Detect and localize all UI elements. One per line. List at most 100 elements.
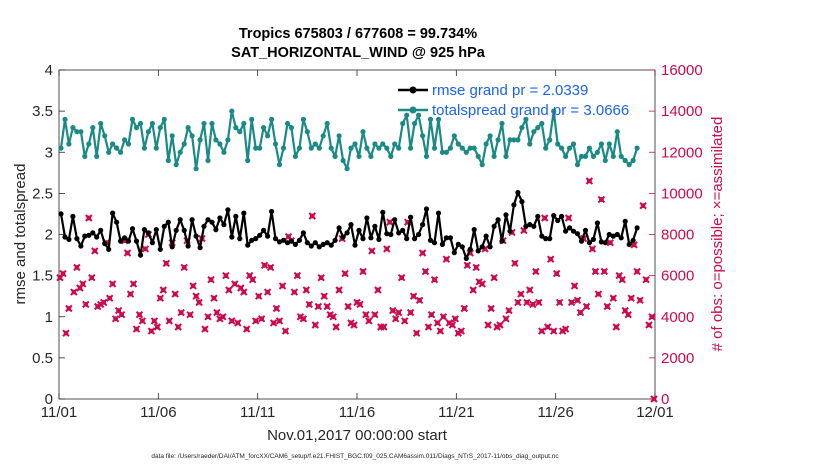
totalspread-point: [368, 153, 374, 159]
obs-assimilated-point: [538, 327, 546, 335]
totalspread-point: [114, 145, 120, 151]
rmse-point: [559, 213, 565, 219]
rmse-point: [527, 222, 533, 228]
totalspread-point: [447, 145, 453, 151]
rmse-point: [590, 236, 597, 242]
totalspread-point: [78, 129, 84, 135]
totalspread-point: [257, 145, 263, 151]
rmse-point: [149, 240, 155, 246]
rmse-point: [606, 231, 612, 238]
rmse-point: [412, 236, 418, 242]
totalspread-point: [217, 141, 223, 147]
totalspread-point: [463, 149, 469, 155]
totalspread-point: [169, 133, 175, 139]
totalspread-point: [384, 145, 390, 151]
rmse-point: [272, 236, 279, 242]
obs-assimilated-point: [123, 249, 132, 257]
obs-x-core: [366, 318, 372, 324]
rmse-point: [348, 222, 354, 228]
obs-assimilated-point: [514, 298, 522, 307]
rmse-point: [257, 232, 263, 238]
obs-x-core: [295, 273, 300, 278]
rmse-point: [86, 232, 92, 238]
rmse-point: [74, 236, 80, 242]
totalspread-point: [352, 141, 358, 147]
obs-x-core: [324, 304, 330, 309]
rmse-point: [427, 237, 434, 243]
totalspread-point: [527, 141, 533, 147]
obs-x-core: [172, 291, 178, 297]
rmse-point: [165, 219, 171, 225]
obs-assimilated-point: [278, 282, 287, 290]
rmse-point: [229, 234, 235, 240]
rmse-point: [547, 236, 553, 242]
obs-x-core: [417, 297, 422, 303]
rmse-series: [58, 190, 640, 261]
obs-assimilated-point: [147, 327, 156, 335]
obs-assimilated-point: [293, 271, 302, 280]
obs-assimilated-point: [269, 319, 278, 327]
totalspread-point: [304, 129, 310, 135]
totalspread-point: [288, 125, 294, 131]
obs-x-core: [306, 302, 312, 307]
rmse-point: [423, 206, 430, 212]
totalspread-point: [507, 137, 513, 143]
rmse-point: [582, 227, 589, 233]
totalspread-point: [292, 153, 298, 159]
obs-x-core: [128, 291, 133, 297]
obs-assimilated-point: [612, 323, 621, 331]
obs-x-core: [312, 322, 318, 328]
obs-assimilated-point: [633, 267, 641, 276]
obs-assimilated-point: [99, 298, 108, 307]
rmse-point: [360, 236, 366, 242]
obs-assimilated-point: [529, 300, 537, 309]
obs-assimilated-point: [490, 273, 498, 282]
obs-assimilated-point: [85, 214, 93, 222]
totalspread-point: [209, 120, 215, 127]
obs-assimilated-point: [350, 321, 358, 329]
rmse-point: [133, 238, 140, 244]
obs-x-core: [336, 287, 342, 293]
totalspread-point: [276, 162, 283, 168]
obs-assimilated-point: [356, 300, 364, 309]
obs-x-core: [569, 300, 574, 305]
rmse-point: [201, 223, 207, 229]
totalspread-point: [58, 145, 64, 151]
left-y-tick-label: 2: [45, 227, 53, 244]
obs-assimilated-point: [254, 292, 263, 300]
totalspread-point: [511, 137, 517, 143]
obs-x-core: [375, 287, 381, 293]
obs-x-core: [208, 277, 214, 283]
totalspread-point: [237, 129, 243, 135]
obs-assimilated-point: [505, 306, 513, 315]
obs-assimilated-point: [225, 286, 233, 294]
rmse-point: [269, 208, 275, 215]
obs-x-core: [646, 322, 652, 328]
totalspread-point: [372, 141, 378, 147]
totalspread-point: [606, 141, 612, 147]
obs-assimilated-point: [344, 302, 352, 311]
obs-assimilated-point: [266, 263, 275, 272]
totalspread-point: [567, 145, 573, 151]
totalspread-point: [412, 120, 418, 127]
obs-assimilated-point: [299, 315, 308, 323]
totalspread-point: [265, 133, 271, 139]
obs-x-core: [211, 295, 217, 301]
obs-assimilated-point: [251, 317, 260, 325]
obs-assimilated-point: [186, 310, 194, 319]
obs-x-core: [181, 265, 187, 270]
totalspread-point: [149, 120, 155, 127]
rmse-point: [404, 236, 410, 242]
obs-assimilated-point: [341, 269, 349, 278]
totalspread-point: [205, 157, 211, 164]
right-y-tick-label: 6000: [661, 268, 694, 285]
x-tick-label: 12/01: [636, 404, 674, 421]
rmse-point: [570, 228, 577, 234]
totalspread-point: [336, 133, 342, 139]
totalspread-point: [344, 166, 350, 172]
totalspread-point: [197, 137, 203, 143]
totalspread-point: [348, 145, 354, 151]
obs-x-core: [601, 269, 607, 274]
rmse-point: [125, 238, 132, 244]
obs-x-core: [557, 300, 562, 305]
